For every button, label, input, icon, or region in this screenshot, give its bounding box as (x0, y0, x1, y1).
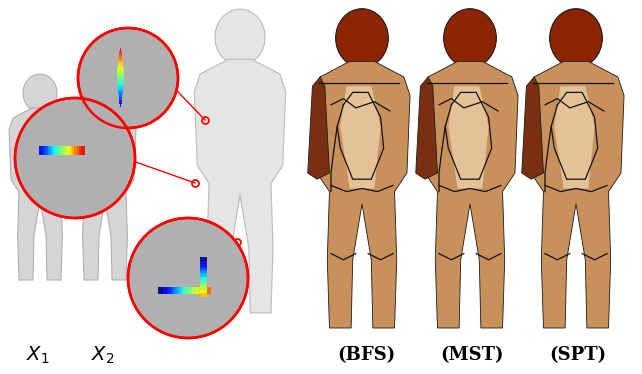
Bar (200, 260, 207, 264)
Bar (119, 57, 123, 60)
Bar (117, 80, 124, 83)
Bar (118, 89, 123, 92)
Text: $X_1$: $X_1$ (26, 344, 50, 366)
Bar (200, 270, 207, 274)
Bar (81, 146, 85, 155)
Bar (200, 293, 207, 297)
Ellipse shape (88, 74, 122, 112)
Bar (65, 146, 70, 155)
Polygon shape (195, 59, 286, 313)
Bar (118, 91, 123, 95)
Bar (200, 280, 207, 284)
Polygon shape (528, 61, 624, 328)
Bar (200, 286, 207, 291)
Bar (46, 146, 50, 155)
Bar (48, 146, 52, 155)
Ellipse shape (336, 9, 388, 68)
Bar (206, 287, 211, 294)
Bar (119, 100, 122, 104)
Polygon shape (522, 77, 543, 179)
Bar (117, 68, 123, 72)
Bar (56, 146, 61, 155)
Bar (200, 273, 207, 278)
Bar (119, 103, 121, 107)
Bar (200, 267, 207, 271)
Bar (118, 62, 123, 66)
Bar (52, 146, 56, 155)
Bar (76, 146, 81, 155)
Polygon shape (448, 86, 489, 188)
Bar (165, 287, 169, 294)
Bar (182, 287, 187, 294)
Text: $X_2$: $X_2$ (91, 344, 115, 366)
Bar (200, 264, 207, 268)
Ellipse shape (215, 9, 265, 65)
Polygon shape (340, 86, 381, 188)
Bar (200, 290, 207, 294)
Bar (119, 54, 122, 57)
Polygon shape (314, 61, 410, 328)
Bar (55, 146, 58, 155)
Bar (119, 51, 122, 54)
Polygon shape (554, 86, 594, 188)
Bar (61, 146, 65, 155)
Circle shape (128, 218, 248, 338)
Bar (196, 287, 200, 294)
Bar (193, 287, 197, 294)
Bar (79, 146, 83, 155)
Bar (161, 287, 166, 294)
Bar (200, 283, 207, 287)
Polygon shape (416, 77, 437, 179)
Bar (171, 287, 177, 294)
Bar (117, 65, 123, 69)
Bar (117, 71, 124, 75)
Bar (200, 277, 207, 281)
Bar (117, 83, 123, 86)
Bar (119, 94, 123, 98)
Bar (117, 74, 124, 77)
Ellipse shape (23, 74, 57, 112)
Text: (BFS): (BFS) (337, 346, 395, 364)
Bar (119, 48, 121, 52)
Ellipse shape (550, 9, 602, 68)
Bar (158, 287, 163, 294)
Bar (117, 77, 124, 80)
Bar (189, 287, 194, 294)
Bar (68, 146, 72, 155)
Polygon shape (422, 61, 518, 328)
Bar (64, 146, 67, 155)
Bar (199, 287, 204, 294)
Bar (119, 97, 122, 101)
Bar (118, 59, 123, 63)
Circle shape (78, 28, 178, 128)
Bar (39, 146, 43, 155)
Polygon shape (74, 108, 136, 280)
Circle shape (15, 98, 135, 218)
Bar (50, 146, 55, 155)
Bar (200, 257, 207, 261)
Polygon shape (308, 77, 329, 179)
Bar (168, 287, 173, 294)
Ellipse shape (444, 9, 496, 68)
Polygon shape (9, 108, 71, 280)
Bar (72, 146, 76, 155)
Text: (MST): (MST) (440, 346, 504, 364)
Bar (186, 287, 190, 294)
Bar (41, 146, 46, 155)
Bar (175, 287, 180, 294)
Bar (59, 146, 63, 155)
Bar (44, 146, 48, 155)
Bar (74, 146, 78, 155)
Bar (203, 287, 207, 294)
Text: (SPT): (SPT) (550, 346, 607, 364)
Bar (70, 146, 74, 155)
Bar (178, 287, 184, 294)
Bar (117, 86, 123, 89)
